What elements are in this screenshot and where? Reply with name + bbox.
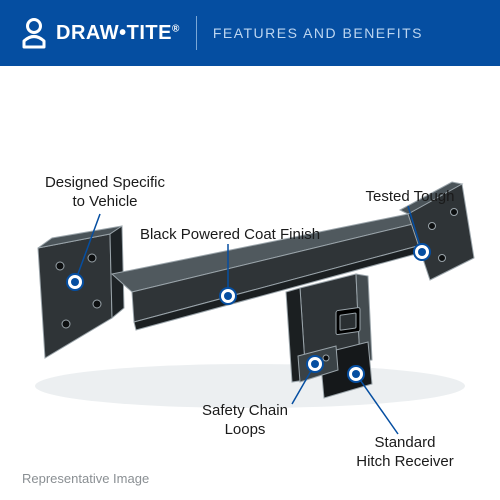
callout-label-tough: Tested Tough bbox=[350, 188, 470, 207]
header-bar: DRAW•TITE® FEATURES AND BENEFITS bbox=[0, 0, 500, 66]
callout-marker-dot bbox=[224, 292, 232, 300]
header-subtitle: FEATURES AND BENEFITS bbox=[213, 25, 423, 41]
callout-marker-dot bbox=[352, 370, 360, 378]
footer-caption: Representative Image bbox=[22, 471, 149, 486]
brand-text: DRAW•TITE® bbox=[56, 22, 180, 45]
callout-marker-dot bbox=[71, 278, 79, 286]
brand-logo: DRAW•TITE® bbox=[18, 17, 180, 49]
callout-label-designed: Designed Specificto Vehicle bbox=[30, 174, 180, 212]
callout-label-coat: Black Powered Coat Finish bbox=[120, 226, 340, 245]
infographic-root: DRAW•TITE® FEATURES AND BENEFITS bbox=[0, 0, 500, 500]
callout-marker-dot bbox=[311, 360, 319, 368]
callout-label-receiver: StandardHitch Receiver bbox=[340, 434, 470, 472]
header-divider bbox=[196, 16, 197, 50]
hitch-ball-icon bbox=[18, 17, 50, 49]
diagram-canvas: Designed Specificto Vehicle Black Powered… bbox=[0, 66, 500, 500]
callout-marker-dot bbox=[418, 248, 426, 256]
callout-label-chain: Safety ChainLoops bbox=[185, 402, 305, 440]
